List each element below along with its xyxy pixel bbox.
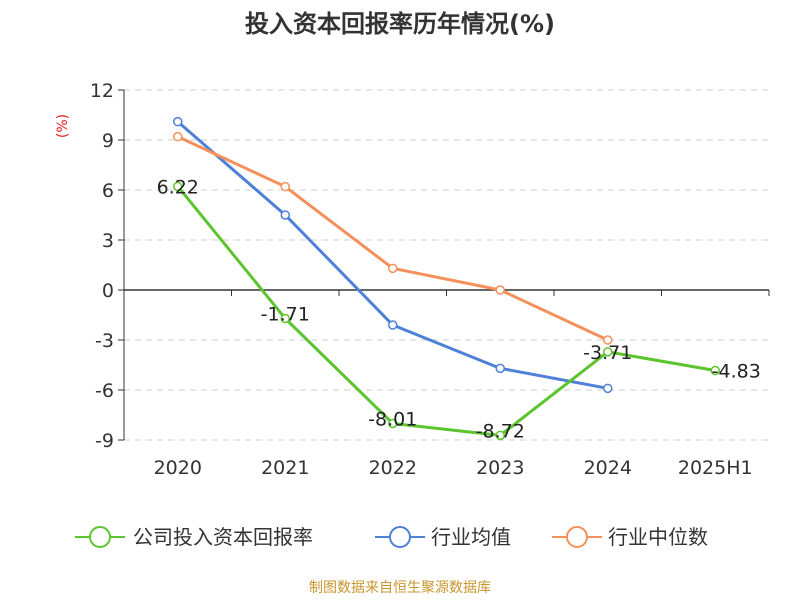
- data-point[interactable]: [280, 181, 290, 192]
- x-tick-label: 2023: [476, 457, 524, 479]
- series-group: [173, 116, 720, 441]
- y-tick-label: 12: [90, 80, 114, 102]
- data-point[interactable]: [495, 285, 505, 295]
- y-tick-label: -9: [95, 430, 114, 452]
- data-point[interactable]: [495, 363, 505, 374]
- legend-swatch-marker: [566, 526, 588, 548]
- data-point[interactable]: [495, 430, 505, 441]
- data-point[interactable]: [603, 347, 613, 357]
- data-label: 6.22: [157, 176, 199, 198]
- data-label: -8.01: [368, 409, 417, 431]
- legend-swatch-marker: [89, 526, 111, 548]
- x-tick-label: 2021: [261, 457, 309, 479]
- data-label: -4.83: [712, 361, 761, 383]
- legend[interactable]: 公司投入资本回报率 行业均值 行业中位数: [75, 525, 708, 549]
- data-label: -1.71: [261, 304, 310, 326]
- x-tick-label: 2024: [584, 457, 632, 479]
- x-tick-label: 2020: [154, 457, 202, 479]
- y-tick-label: -3: [95, 330, 114, 352]
- y-axis-unit: (%): [55, 114, 71, 138]
- data-point[interactable]: [280, 210, 290, 220]
- series-line: [176, 185, 716, 437]
- legend-swatch-marker: [389, 526, 411, 548]
- data-point[interactable]: [280, 313, 290, 324]
- data-label: -3.71: [583, 342, 632, 364]
- x-tick-labels: 2020 2021 2022 2023 2024 2025H1: [154, 457, 753, 479]
- chart-title: 投入资本回报率历年情况(%): [245, 10, 555, 38]
- x-tick-label: 2025H1: [678, 457, 753, 479]
- grid-lines: [118, 89, 769, 441]
- data-labels: 6.22 -1.71 -8.01 -8.72 -3.71 -4.83: [157, 176, 761, 442]
- x-tick-label: 2022: [369, 457, 417, 479]
- axes: [123, 90, 770, 440]
- legend-label[interactable]: 行业均值: [431, 525, 511, 549]
- legend-label[interactable]: 公司投入资本回报率: [133, 525, 313, 549]
- y-tick-label: 9: [102, 130, 114, 152]
- data-point[interactable]: [388, 263, 398, 274]
- y-tick-label: 6: [102, 180, 114, 202]
- data-point[interactable]: [388, 418, 398, 429]
- y-tick-label: 0: [102, 280, 114, 302]
- y-tick-label: 3: [102, 230, 114, 252]
- legend-label[interactable]: 行业中位数: [608, 525, 708, 549]
- y-tick-labels: 12 9 6 3 0 -3 -6 -9: [90, 80, 114, 452]
- source-note: 制图数据来自恒生聚源数据库: [309, 580, 491, 596]
- data-label: -8.72: [476, 420, 525, 442]
- data-point[interactable]: [710, 365, 720, 376]
- series-line: [177, 135, 609, 342]
- data-point[interactable]: [388, 320, 398, 330]
- y-tick-label: -6: [95, 380, 114, 402]
- data-point[interactable]: [173, 116, 183, 127]
- data-point[interactable]: [603, 383, 613, 394]
- series-line: [176, 120, 609, 390]
- data-point[interactable]: [603, 335, 613, 345]
- data-point[interactable]: [173, 131, 183, 142]
- data-point[interactable]: [173, 181, 183, 192]
